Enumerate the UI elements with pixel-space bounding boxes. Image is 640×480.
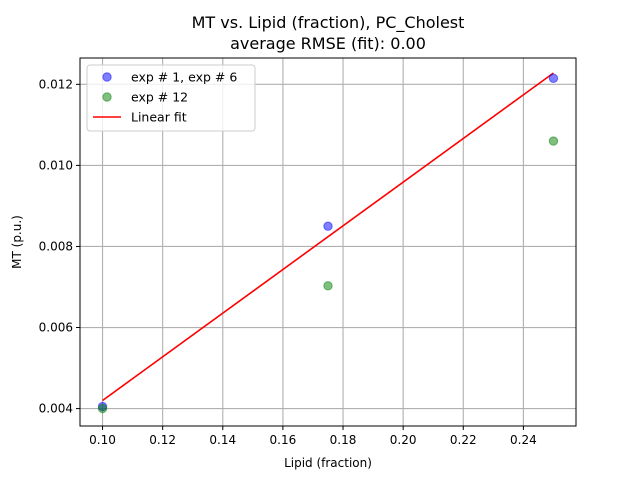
x-ticks: 0.10 0.12 0.14 0.16 0.18 0.20 0.22 0.24 (89, 426, 537, 447)
y-tick-label: 0.006 (39, 321, 73, 335)
x-tick-label: 0.18 (330, 433, 357, 447)
x-tick-label: 0.20 (390, 433, 417, 447)
x-tick-label: 0.12 (149, 433, 176, 447)
chart-title: MT vs. Lipid (fraction), PC_Cholest (192, 13, 465, 33)
x-tick-label: 0.14 (209, 433, 236, 447)
x-tick-label: 0.10 (89, 433, 116, 447)
legend-label: exp # 1, exp # 6 (131, 70, 237, 85)
legend-swatch-marker (102, 72, 112, 82)
data-point (97, 403, 108, 414)
fit-lines (102, 72, 554, 402)
y-tick-label: 0.012 (39, 77, 73, 91)
y-tick-label: 0.004 (39, 402, 73, 416)
legend-label: exp # 12 (131, 90, 188, 105)
plot-frame (79, 57, 577, 427)
data-point (323, 221, 333, 231)
chart-subtitle: average RMSE (fit): 0.00 (230, 34, 426, 53)
x-tick-label: 0.16 (270, 433, 297, 447)
y-tick-label: 0.008 (39, 239, 73, 253)
legend-label: Linear fit (131, 110, 187, 125)
legend-box (86, 64, 256, 132)
legend-swatch-marker (102, 92, 112, 102)
data-point (548, 136, 559, 146)
x-tick-label: 0.24 (510, 433, 537, 447)
data-point (548, 73, 559, 83)
fit-line (102, 72, 554, 402)
x-tick-label: 0.22 (450, 433, 477, 447)
legend: exp # 1, exp # 6 exp # 12 Linear fit (86, 64, 256, 132)
y-ticks: 0.004 0.006 0.008 0.010 0.012 (39, 77, 80, 416)
y-axis-label: MT (p.u.) (10, 215, 24, 269)
data-points (97, 73, 559, 414)
data-point (323, 281, 333, 291)
y-tick-label: 0.010 (39, 158, 73, 172)
x-axis-label: Lipid (fraction) (284, 456, 372, 470)
